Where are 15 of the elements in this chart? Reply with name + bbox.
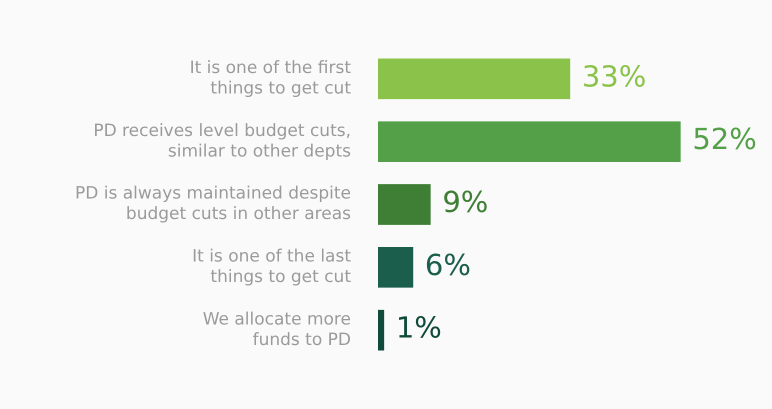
- bar: [378, 121, 681, 162]
- data-label: 6%: [424, 248, 471, 282]
- bar: [378, 184, 431, 225]
- bar: [378, 247, 414, 288]
- data-label: 33%: [582, 59, 646, 94]
- bar: [378, 58, 570, 100]
- y-tick-label: We allocate more funds to PD: [202, 309, 351, 350]
- y-tick-label: It is one of the first things to get cut: [190, 58, 352, 98]
- data-label: 52%: [692, 122, 757, 156]
- y-tick-label: PD is always maintained despite budget cuts in other areas: [75, 184, 352, 224]
- y-tick-label: It is one of the last things to get cut: [192, 246, 352, 287]
- y-tick-label: PD receives level budget cuts, similar to other depts: [93, 120, 352, 162]
- bar: [378, 310, 384, 351]
- data-label: 1%: [396, 310, 442, 345]
- data-label: 9%: [442, 185, 488, 220]
